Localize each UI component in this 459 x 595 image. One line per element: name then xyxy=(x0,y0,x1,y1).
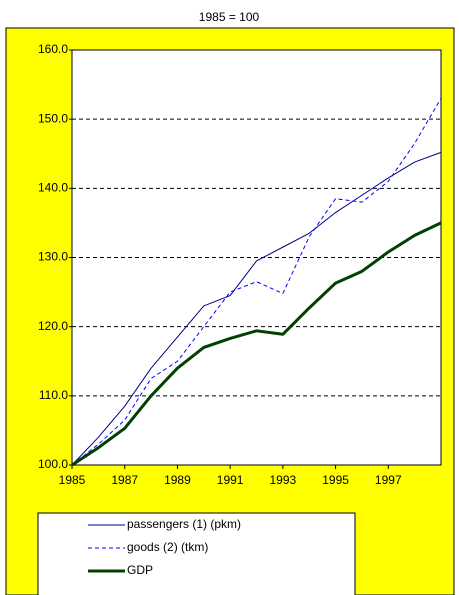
y-tick-label: 120.0 xyxy=(38,319,68,333)
y-tick-label: 100.0 xyxy=(38,457,68,471)
legend xyxy=(37,512,356,595)
x-tick-label: 1989 xyxy=(164,473,191,487)
series-line xyxy=(71,151,442,466)
legend-label: GDP xyxy=(127,563,153,577)
x-tick-label: 1991 xyxy=(217,473,244,487)
x-tick-label: 1987 xyxy=(111,473,138,487)
x-tick-label: 1997 xyxy=(375,473,402,487)
x-tick-label: 1993 xyxy=(270,473,297,487)
y-tick-label: 140.0 xyxy=(38,181,68,195)
x-tick-label: 1985 xyxy=(59,473,86,487)
chart-subtitle: 1985 = 100 xyxy=(199,10,260,24)
series-line xyxy=(71,98,442,466)
y-tick-label: 160.0 xyxy=(38,42,68,56)
y-tick-label: 110.0 xyxy=(39,388,68,402)
y-tick-label: 130.0 xyxy=(38,250,68,264)
legend-label: passengers (1) (pkm) xyxy=(127,517,241,531)
legend-label: goods (2) (tkm) xyxy=(127,540,208,554)
series-line xyxy=(71,221,442,467)
y-tick-label: 150.0 xyxy=(38,111,68,125)
x-tick-label: 1995 xyxy=(322,473,349,487)
